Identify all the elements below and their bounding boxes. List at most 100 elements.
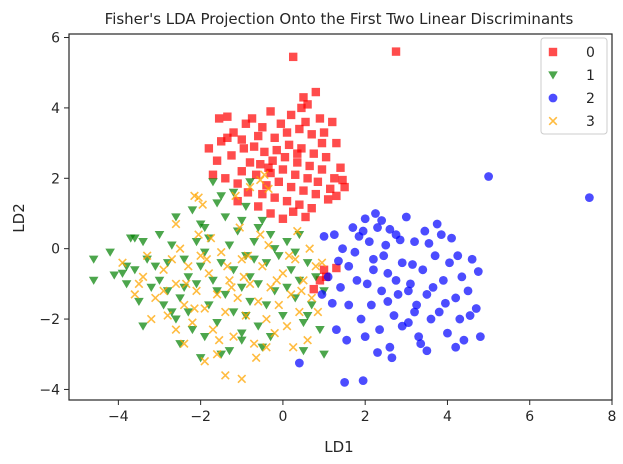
data-point: [257, 216, 268, 226]
data-point: [340, 378, 350, 387]
data-point: [278, 268, 288, 278]
data-point: [276, 119, 286, 128]
data-point: [224, 241, 235, 250]
data-point: [484, 172, 493, 181]
data-point: [245, 273, 255, 282]
data-point: [171, 315, 181, 324]
data-point: [118, 258, 127, 268]
series-0: [204, 47, 401, 294]
data-point: [299, 186, 308, 195]
data-point: [381, 240, 391, 250]
data-point: [257, 261, 267, 271]
data-point: [387, 353, 397, 363]
data-point: [223, 261, 232, 271]
data-point: [286, 110, 296, 120]
data-point: [377, 286, 387, 296]
data-point: [410, 307, 419, 317]
legend-marker: [548, 47, 558, 57]
data-point: [239, 272, 249, 282]
data-point: [326, 184, 335, 194]
data-point: [253, 223, 264, 233]
data-point: [261, 301, 272, 310]
y-tick-label: 6: [51, 31, 60, 47]
data-point: [321, 152, 331, 162]
data-point: [202, 254, 212, 264]
data-point: [418, 265, 428, 275]
data-point: [401, 212, 411, 222]
data-point: [282, 321, 292, 331]
data-point: [183, 308, 194, 317]
data-point: [266, 283, 275, 292]
data-point: [278, 214, 288, 223]
data-point: [253, 297, 263, 306]
data-point: [383, 268, 393, 278]
data-point: [389, 311, 399, 320]
data-point: [214, 335, 224, 345]
data-point: [317, 165, 327, 174]
data-point: [457, 272, 467, 282]
data-point: [319, 231, 329, 241]
data-point: [134, 279, 144, 289]
legend-item-0: 0: [548, 45, 595, 61]
data-point: [397, 258, 407, 268]
data-point: [167, 254, 177, 264]
data-point: [204, 268, 214, 278]
data-point: [307, 204, 316, 213]
data-point: [227, 283, 236, 292]
x-tick-label: 6: [525, 409, 534, 425]
data-point: [298, 347, 309, 356]
data-point: [233, 293, 243, 303]
data-point: [291, 170, 300, 179]
data-point: [200, 356, 210, 366]
legend-box: [540, 37, 608, 135]
data-point: [293, 149, 302, 158]
data-point: [410, 237, 419, 247]
data-point: [311, 87, 321, 97]
data-point: [237, 374, 247, 384]
data-point: [360, 332, 370, 342]
data-point: [220, 213, 231, 222]
data-point: [142, 251, 152, 261]
data-point: [328, 117, 337, 127]
data-point: [130, 234, 140, 243]
data-point: [371, 209, 380, 218]
data-point: [171, 325, 181, 334]
data-point: [342, 335, 352, 345]
data-point: [188, 318, 197, 327]
data-point: [311, 273, 321, 282]
y-tick-label: −4: [39, 382, 60, 398]
data-point: [204, 144, 214, 153]
data-point: [471, 304, 481, 313]
data-point: [253, 280, 264, 289]
data-point: [224, 347, 235, 356]
data-point: [348, 223, 358, 232]
data-point: [245, 158, 255, 167]
data-point: [223, 112, 232, 121]
data-point: [236, 283, 247, 292]
data-point: [179, 255, 189, 264]
legend-marker: [548, 93, 558, 103]
x-tick-label: 4: [443, 409, 452, 425]
data-point: [473, 267, 483, 276]
data-point: [385, 342, 395, 352]
data-point: [272, 275, 282, 285]
data-point: [198, 200, 208, 210]
data-point: [212, 156, 222, 165]
data-point: [465, 311, 475, 320]
data-point: [373, 348, 382, 357]
legend-label: 3: [586, 114, 595, 130]
data-point: [204, 234, 214, 243]
data-point: [109, 271, 120, 280]
data-point: [364, 237, 374, 247]
data-point: [459, 335, 469, 345]
data-point: [269, 245, 280, 254]
legend-marker: [548, 116, 558, 126]
data-point: [288, 207, 298, 216]
data-point: [233, 179, 242, 188]
data-point: [455, 314, 465, 324]
data-point: [317, 258, 327, 268]
series-3: [118, 170, 327, 384]
data-point: [255, 175, 265, 185]
data-point: [313, 177, 323, 187]
data-point: [451, 293, 461, 303]
